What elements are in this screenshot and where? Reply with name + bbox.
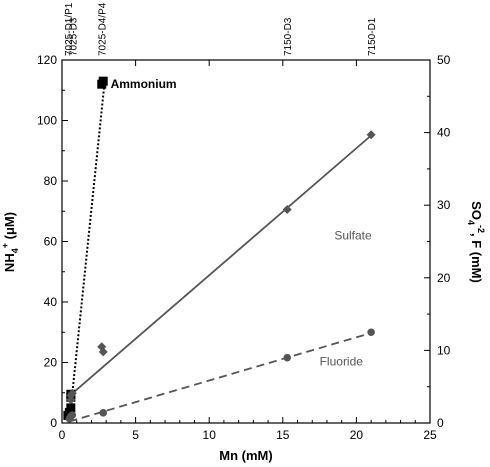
y-left-tick-label: 120 [37, 53, 57, 67]
y-right-axis-title: SO4-2, F (mM) [466, 201, 486, 283]
series-points [63, 76, 376, 423]
x-tick-label: 10 [203, 428, 217, 442]
data-point-ammonium [98, 76, 108, 86]
y-left-tick-label: 60 [44, 235, 58, 249]
y-right-tick-label: 0 [437, 416, 444, 430]
x-tick-label: 0 [59, 428, 66, 442]
fit-line-sulfate [70, 134, 372, 396]
top-sample-label: 7025-D1/P1 [64, 2, 75, 56]
y-left-tick-label: 40 [44, 295, 58, 309]
y-right-tick-label: 10 [437, 343, 451, 357]
fit-line-fluoride [69, 332, 372, 423]
data-point-ammonium [66, 403, 76, 413]
x-tick-label: 15 [276, 428, 290, 442]
x-tick-label: 20 [350, 428, 364, 442]
data-point-sulfate [366, 130, 376, 140]
top-sample-label: 7150-D3 [283, 17, 294, 56]
series-label-sulfate: Sulfate [334, 229, 372, 243]
y-right-title-sub: 4 [466, 220, 476, 225]
y-right-tick-label: 40 [437, 126, 451, 140]
y-right-tick-label: 30 [437, 198, 451, 212]
data-point-sulfate [98, 347, 108, 357]
data-point-ammonium [64, 407, 74, 417]
y-left-tick-label: 100 [37, 114, 57, 128]
data-point-fluoride [99, 409, 108, 417]
y-right-tick-label: 50 [437, 53, 451, 67]
x-axis-title: Mn (mM) [219, 448, 272, 463]
x-axis: 0 5 10 15 20 25 [59, 60, 437, 442]
y-right-title-main: SO [469, 201, 484, 220]
series-label-fluoride: Fluoride [320, 354, 364, 368]
plot-frame-rect [61, 59, 431, 424]
y-left-title-sub: 4 [10, 248, 20, 253]
series-label-ammonium: Ammonium [111, 77, 177, 91]
y-right-title-sup: -2 [476, 225, 486, 233]
y-left-axis: 0 20 40 60 80 100 120 [37, 53, 68, 430]
y-right-tick-label: 20 [437, 271, 451, 285]
data-point-fluoride [367, 328, 375, 337]
y-right-axis: 0 10 20 30 40 50 [424, 53, 451, 430]
annotations: Ammonium Sulfate Fluoride [111, 77, 372, 368]
y-left-tick-label: 0 [50, 416, 57, 430]
plot-frame [61, 59, 431, 424]
y-left-tick-label: 80 [44, 174, 58, 188]
y-left-title-main: NH [2, 253, 17, 272]
top-sample-label: 7025-D4/P4 [98, 2, 109, 56]
y-left-axis-title: NH4+ (μM) [0, 212, 20, 272]
y-right-title-rest: , F (mM) [469, 233, 484, 283]
y-left-tick-label: 20 [44, 356, 58, 370]
y-left-title-rest: (μM) [2, 212, 17, 243]
series-lines [69, 81, 372, 423]
fit-line-ammonium [69, 81, 106, 408]
data-point-fluoride [283, 353, 292, 362]
top-sample-label: 7150-D1 [367, 17, 378, 56]
y-left-title-sup: + [0, 243, 10, 248]
data-point-sulfate [282, 205, 292, 215]
data-point-sulfate [67, 388, 77, 398]
data-point-fluoride [68, 411, 77, 419]
x-tick-label: 5 [132, 428, 139, 442]
top-sample-label: 7025-D3 [68, 17, 79, 56]
x-tick-label: 25 [423, 428, 437, 442]
